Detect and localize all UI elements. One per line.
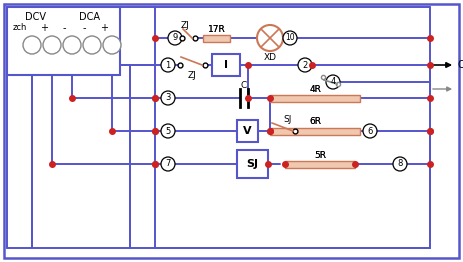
Bar	[270, 128, 360, 134]
Text: ZJ: ZJ	[181, 21, 189, 30]
Bar	[285, 161, 355, 167]
Circle shape	[168, 31, 182, 45]
Circle shape	[63, 36, 81, 54]
Text: 2: 2	[302, 61, 307, 69]
Text: -: -	[62, 23, 66, 33]
Text: 9: 9	[172, 34, 178, 42]
Circle shape	[161, 124, 175, 138]
Text: 6R: 6R	[309, 117, 321, 127]
Text: 8: 8	[397, 160, 403, 168]
Circle shape	[23, 36, 41, 54]
Text: DCA: DCA	[80, 12, 100, 22]
Circle shape	[103, 36, 121, 54]
Circle shape	[161, 91, 175, 105]
Text: +: +	[100, 23, 108, 33]
Circle shape	[326, 75, 340, 89]
Circle shape	[257, 25, 283, 51]
Text: C: C	[241, 80, 247, 90]
Text: XD: XD	[263, 53, 276, 63]
Text: 4: 4	[331, 78, 336, 86]
Text: 5R: 5R	[314, 150, 326, 160]
Text: 4R: 4R	[309, 85, 321, 94]
Text: 17R: 17R	[207, 25, 225, 34]
Text: 3: 3	[165, 94, 171, 102]
Text: -: -	[82, 23, 86, 33]
Text: 6: 6	[367, 127, 373, 135]
Text: ZJ: ZJ	[188, 70, 197, 79]
Text: +: +	[40, 23, 48, 33]
Bar	[270, 95, 360, 101]
Bar	[212, 54, 240, 76]
Bar	[7, 7, 120, 75]
Text: 5: 5	[165, 127, 171, 135]
Circle shape	[161, 58, 175, 72]
Text: I: I	[224, 60, 228, 70]
Circle shape	[83, 36, 101, 54]
Circle shape	[283, 31, 297, 45]
Text: DCV: DCV	[25, 12, 45, 22]
Text: SJ: SJ	[283, 114, 292, 123]
Bar	[203, 35, 230, 41]
Bar	[237, 150, 268, 178]
Text: zch: zch	[13, 24, 27, 32]
Text: 6R: 6R	[309, 117, 321, 127]
Text: V: V	[243, 126, 252, 136]
Text: 17R: 17R	[207, 25, 225, 34]
Circle shape	[393, 157, 407, 171]
Text: 1: 1	[165, 61, 171, 69]
Circle shape	[298, 58, 312, 72]
Text: 7: 7	[165, 160, 171, 168]
Text: 4R: 4R	[309, 85, 321, 94]
Text: SJ: SJ	[246, 159, 258, 169]
Circle shape	[363, 124, 377, 138]
Text: 5R: 5R	[314, 150, 326, 160]
Circle shape	[43, 36, 61, 54]
Text: CH: CH	[458, 60, 463, 70]
Text: 10: 10	[285, 34, 295, 42]
Bar	[237, 120, 258, 142]
Circle shape	[161, 157, 175, 171]
